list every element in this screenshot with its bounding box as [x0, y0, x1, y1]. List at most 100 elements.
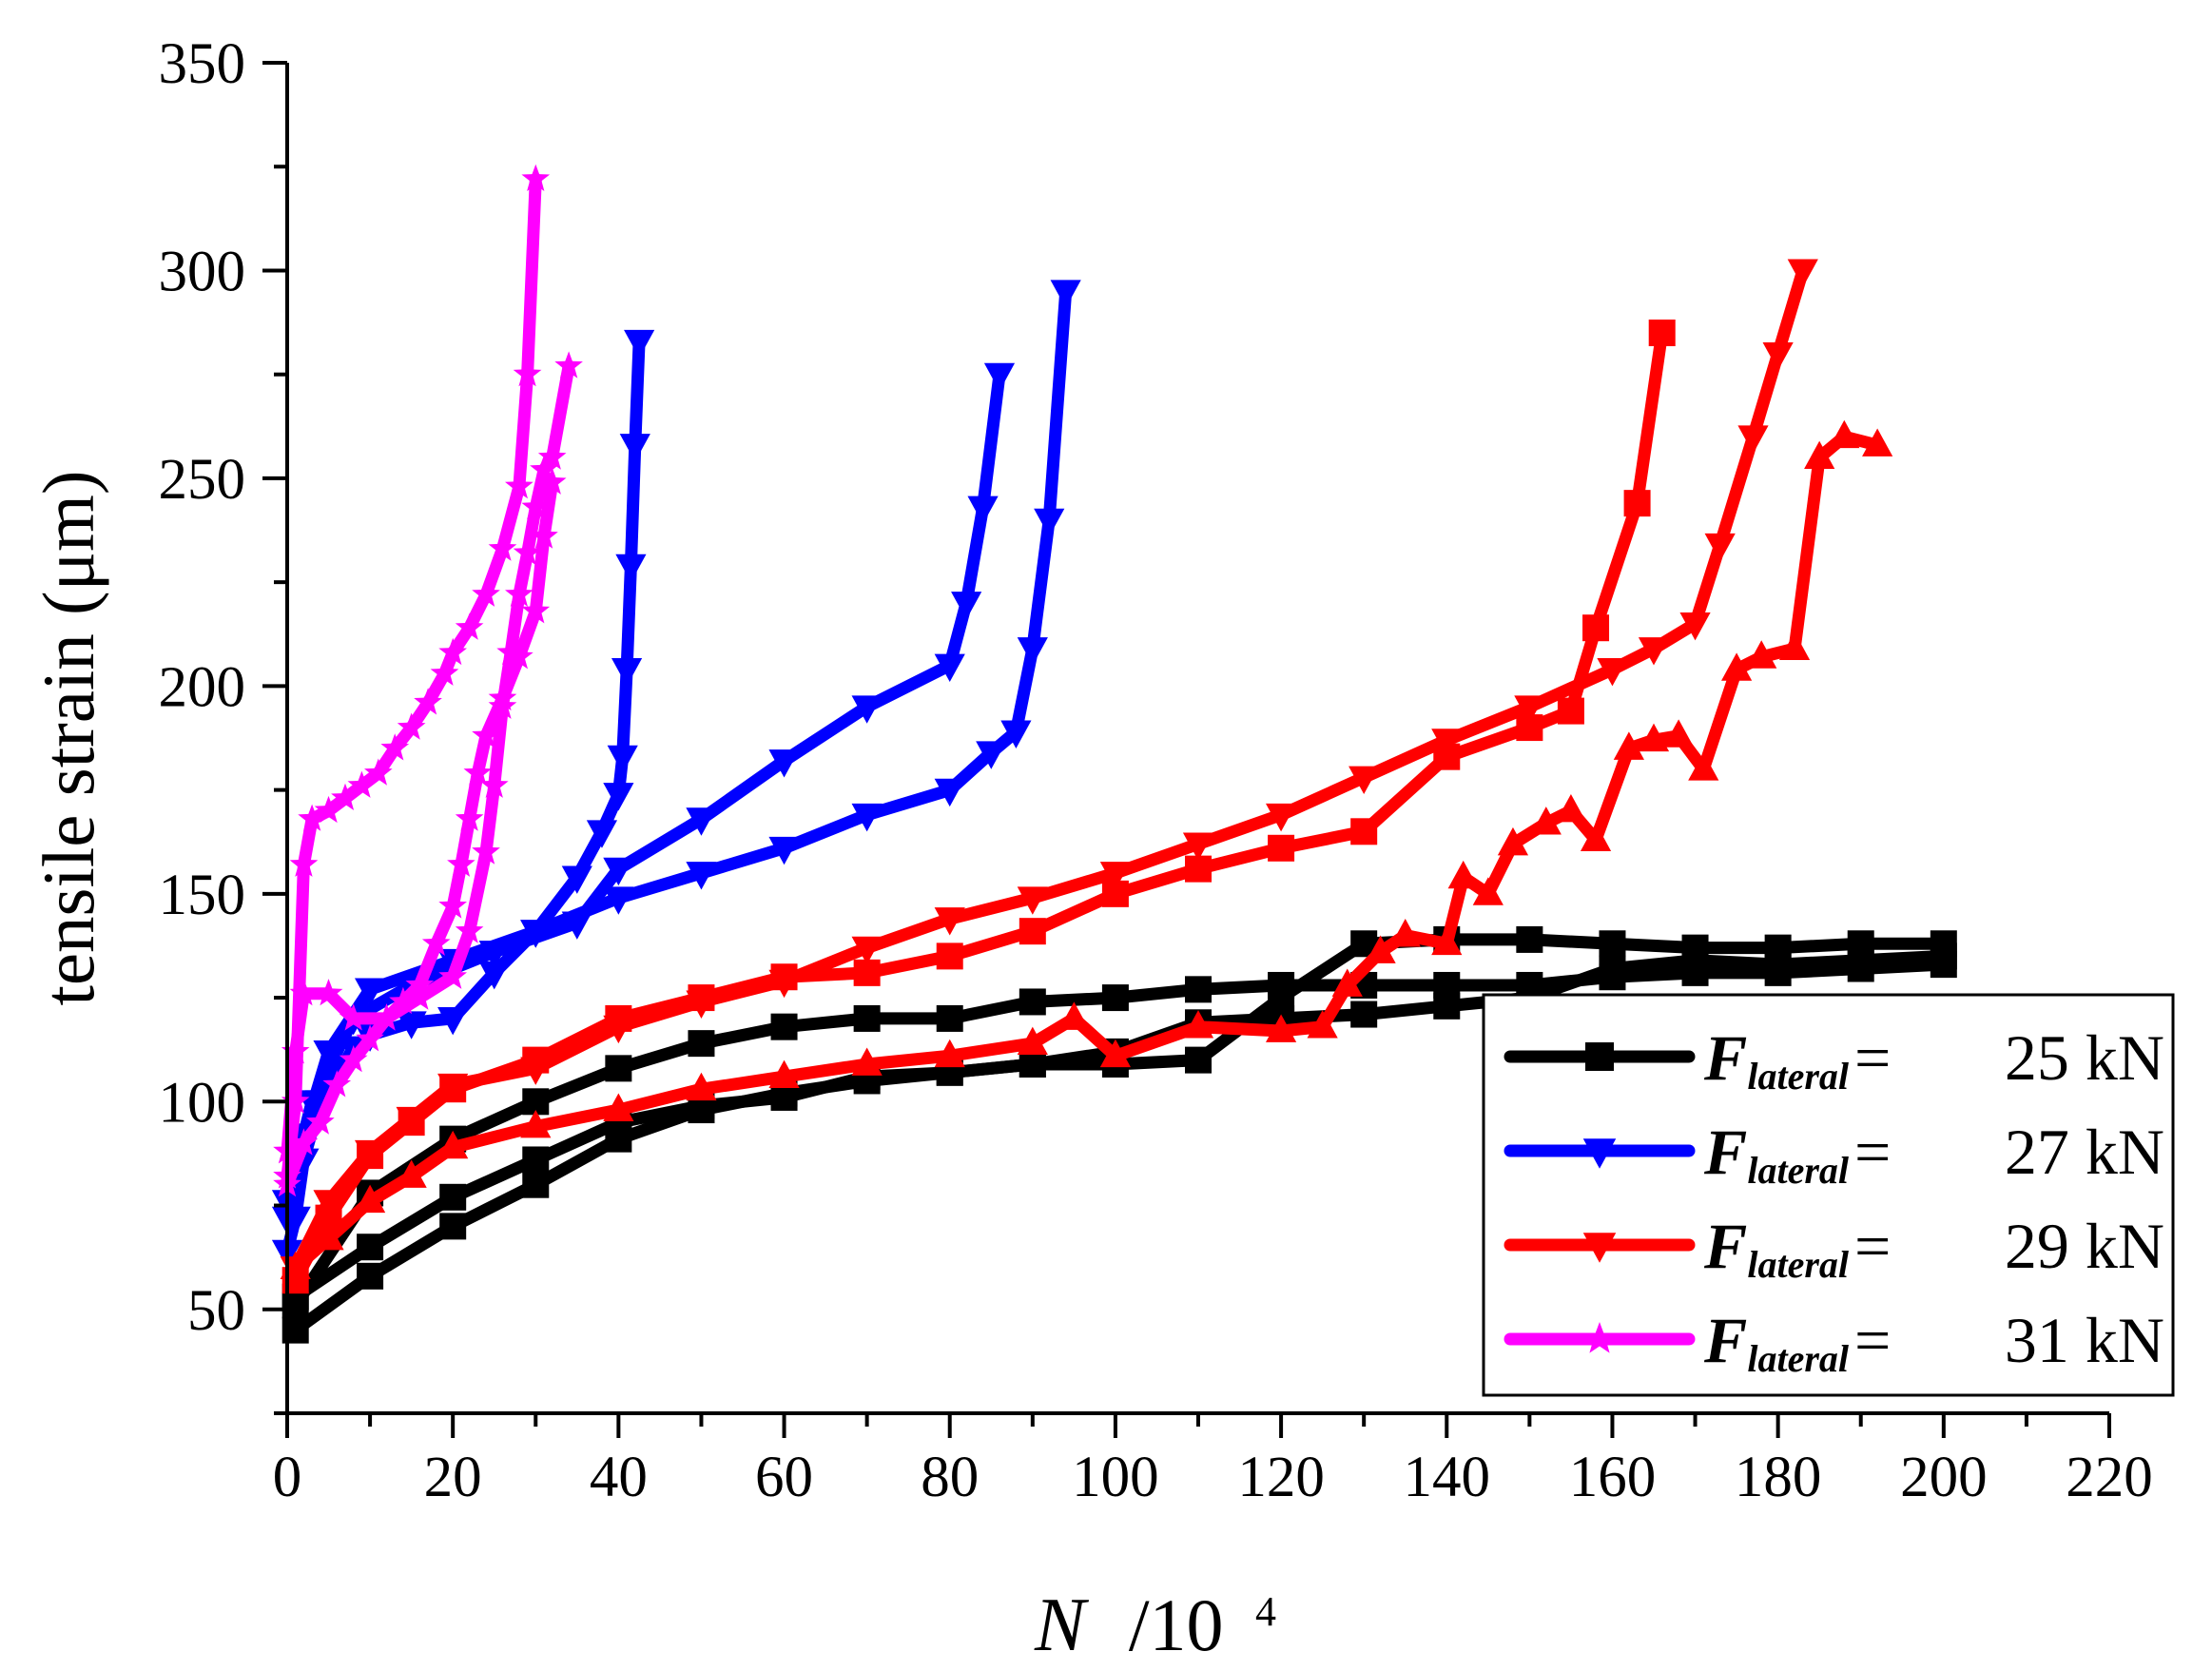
data-point — [1349, 766, 1380, 795]
data-point — [770, 1013, 798, 1040]
data-point — [505, 579, 534, 607]
data-point — [281, 1037, 310, 1064]
data-point — [1268, 834, 1295, 862]
data-point — [607, 745, 638, 774]
data-point — [1737, 425, 1769, 454]
data-point — [356, 1024, 384, 1052]
data-point — [1516, 925, 1543, 953]
data-point — [1265, 803, 1297, 832]
y-tick-label: 200 — [159, 655, 246, 719]
data-point — [354, 1139, 386, 1169]
data-point — [1447, 860, 1479, 889]
data-point — [396, 1106, 427, 1136]
data-point — [421, 928, 451, 956]
data-point — [439, 1213, 467, 1240]
data-point — [357, 1234, 384, 1261]
data-point — [768, 836, 800, 865]
data-point — [768, 1059, 800, 1088]
data-point — [331, 783, 359, 810]
data-point — [1764, 959, 1792, 986]
data-point — [934, 653, 965, 683]
data-point — [686, 807, 717, 836]
data-point — [1862, 428, 1893, 457]
y-tick-label: 50 — [187, 1279, 245, 1343]
x-tick-label: 220 — [2066, 1446, 2153, 1509]
data-point — [1681, 959, 1709, 986]
legend-value: 25 kN — [2005, 1021, 2164, 1094]
data-point — [472, 721, 500, 748]
data-point — [603, 886, 634, 915]
data-point — [1582, 1138, 1617, 1169]
data-point — [314, 795, 343, 824]
data-point — [1599, 930, 1626, 958]
data-point — [472, 579, 500, 607]
data-point — [380, 733, 410, 761]
data-point — [967, 495, 999, 525]
data-point — [1433, 971, 1461, 999]
legend-value: 27 kN — [2005, 1116, 2164, 1188]
data-point — [313, 1221, 344, 1251]
legend-symbol: F — [1703, 1116, 1747, 1188]
data-point — [1829, 419, 1860, 449]
data-point — [1580, 823, 1612, 851]
data-point — [1638, 723, 1670, 752]
data-point — [1099, 1039, 1132, 1068]
data-point — [1017, 886, 1048, 915]
data-point — [561, 865, 592, 894]
data-point — [605, 1055, 632, 1082]
data-point — [1307, 1010, 1338, 1039]
data-point — [1268, 971, 1295, 999]
data-point — [688, 1030, 715, 1058]
data-point — [936, 942, 963, 970]
data-point — [686, 1072, 717, 1101]
data-point — [1530, 806, 1562, 835]
data-point — [313, 1190, 344, 1218]
data-point — [447, 849, 475, 877]
data-point — [1389, 919, 1421, 947]
data-point — [1648, 320, 1676, 346]
data-point — [1623, 490, 1651, 517]
axes: 0 20 40 60 80 100 120 140 160 180 200 220 50 100 150 2… — [159, 32, 2153, 1509]
y-tick-label: 100 — [159, 1071, 246, 1135]
data-point — [1000, 720, 1032, 748]
data-point — [505, 642, 534, 670]
data-point — [851, 803, 883, 832]
x-axis-unit: /10 — [1129, 1584, 1224, 1666]
y-axis-title: tensile strain (μm) — [28, 470, 109, 1005]
data-point — [603, 1093, 634, 1121]
data-point — [437, 1130, 469, 1159]
data-point — [478, 961, 510, 990]
data-point — [463, 758, 493, 786]
data-point — [1019, 988, 1046, 1016]
x-axis-exponent: 4 — [1255, 1588, 1276, 1635]
data-point — [1431, 729, 1463, 757]
data-point — [478, 941, 510, 969]
data-point — [983, 362, 1016, 392]
x-axis-title: N /10 4 — [1034, 1584, 1276, 1667]
data-point — [488, 683, 517, 711]
data-point — [1182, 1010, 1214, 1039]
data-point — [686, 990, 717, 1019]
data-point — [537, 467, 567, 495]
data-point — [615, 554, 647, 583]
data-point — [1101, 984, 1129, 1012]
legend-subscript: lateral — [1747, 1243, 1850, 1286]
data-point — [619, 434, 650, 462]
data-point — [298, 804, 326, 831]
data-point — [396, 1011, 427, 1040]
data-point — [314, 979, 343, 1006]
legend-entry: Flateral= 29 kN — [1504, 1210, 2164, 1286]
legend-value: 31 kN — [2005, 1304, 2164, 1376]
data-point — [372, 1003, 401, 1031]
data-point — [934, 1039, 965, 1068]
data-point — [455, 916, 484, 943]
data-point — [357, 1262, 384, 1290]
legend-subscript: lateral — [1747, 1149, 1850, 1192]
data-point — [437, 1073, 469, 1102]
x-tick-label: 80 — [921, 1446, 979, 1509]
x-tick-label: 180 — [1735, 1446, 1822, 1509]
legend-value: 29 kN — [2005, 1210, 2164, 1282]
data-point — [1688, 752, 1719, 781]
x-tick-label: 40 — [590, 1446, 648, 1509]
